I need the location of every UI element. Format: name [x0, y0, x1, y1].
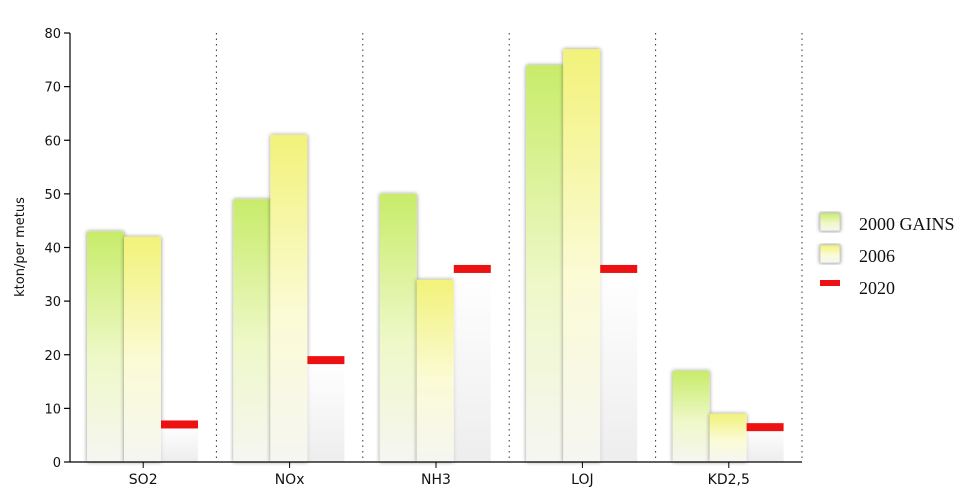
bar-2000-gains [87, 231, 124, 462]
y-tick-label: 30 [44, 295, 61, 310]
y-ticks: 0 10 20 30 40 50 60 70 80 [44, 27, 70, 471]
x-tick-label: NH3 [421, 472, 451, 488]
bar-2000-gains [379, 193, 417, 462]
marker-fade-column [600, 268, 638, 462]
x-tick-label: SO2 [129, 472, 158, 488]
y-tick-label: 60 [44, 134, 61, 149]
y-tick-label: 70 [44, 81, 61, 96]
legend: 2000 GAINS 2006 2020 [819, 212, 955, 298]
bar-2000-gains [526, 65, 564, 463]
y-tick-label: 0 [53, 456, 61, 471]
bars [87, 49, 784, 463]
bar-2006 [416, 279, 454, 462]
marker-fade-column [161, 424, 198, 462]
marker-fade-column [453, 268, 491, 462]
bar-2006 [270, 134, 308, 462]
bar-2006 [563, 49, 601, 463]
legend-swatch [819, 212, 841, 232]
marker-2020 [746, 423, 784, 432]
marker-2020 [453, 264, 491, 273]
marker-2020 [307, 356, 345, 365]
bar-2006 [124, 236, 161, 462]
legend-label: 2006 [859, 246, 895, 266]
legend-swatch [820, 280, 840, 286]
y-tick-label: 20 [44, 349, 61, 364]
legend-label: 2020 [859, 278, 895, 298]
legend-swatch [819, 244, 841, 264]
x-tick-labels: SO2 NOx NH3 LOJ KD2,5 [129, 462, 750, 488]
y-tick-label: 10 [44, 402, 61, 417]
y-tick-label: 50 [44, 188, 61, 203]
x-tick-label: LOJ [571, 472, 593, 488]
marker-fade-column [746, 427, 784, 462]
marker-2020 [600, 264, 638, 273]
bar-2006 [709, 413, 747, 462]
x-tick-label: NOx [275, 472, 305, 488]
bar-2000-gains [233, 199, 271, 463]
y-axis-title: kton/per metus [13, 197, 28, 297]
legend-label: 2000 GAINS [859, 214, 955, 234]
category-separators [215, 33, 803, 462]
marker-2020 [161, 420, 198, 429]
marker-fade-column [307, 360, 345, 462]
bar-2000-gains [672, 370, 710, 462]
y-tick-label: 80 [44, 27, 61, 42]
y-tick-label: 40 [44, 242, 61, 257]
x-tick-label: KD2,5 [708, 472, 750, 488]
